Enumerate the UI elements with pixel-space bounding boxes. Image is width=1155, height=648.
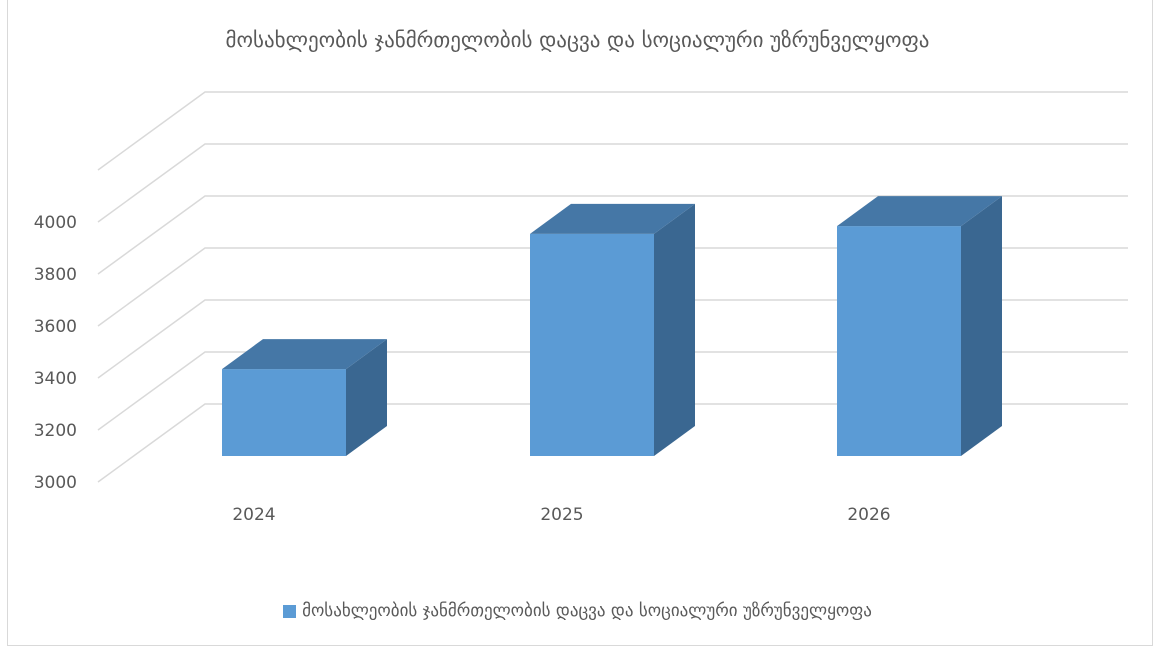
legend: მოსახლეობის ჯანმრთელობის დაცვა და სოციალ… (0, 601, 1155, 621)
gridline (97, 143, 1128, 223)
gridline (97, 91, 1128, 171)
bars (222, 196, 1002, 456)
chart-frame (7, 0, 1153, 646)
bar (222, 339, 387, 456)
gridline (97, 351, 1128, 431)
chart-title: მოსახლეობის ჯანმრთელობის დაცვა და სოციალ… (225, 28, 930, 52)
bar-front-face (837, 226, 961, 456)
y-tick-label: 3400 (34, 369, 77, 389)
y-tick-label: 3800 (34, 265, 77, 285)
bar (837, 196, 1002, 456)
x-axis-ticks: 2024 2025 2026 (232, 505, 890, 525)
bar-side-face (654, 203, 695, 456)
gridline (97, 299, 1128, 379)
gridline (97, 247, 1128, 327)
bar-top-face (837, 196, 1002, 227)
gridline (97, 195, 1128, 275)
bar-top-face (530, 203, 695, 234)
y-tick-label: 3200 (34, 421, 77, 441)
y-axis-ticks: 3000 3200 3400 3600 3800 4000 (34, 213, 77, 493)
x-tick-label: 2025 (540, 505, 583, 525)
x-tick-label: 2024 (232, 505, 275, 525)
bar-front-face (530, 233, 654, 456)
bar-side-face (346, 339, 387, 456)
y-tick-label: 3000 (34, 473, 77, 493)
legend-swatch (283, 604, 297, 618)
bar-side-face (961, 196, 1002, 456)
x-tick-label: 2026 (847, 505, 890, 525)
bar (530, 203, 695, 456)
bar-top-face (222, 339, 387, 370)
gridline (97, 403, 1128, 483)
y-tick-label: 3600 (34, 317, 77, 337)
bar-front-face (222, 369, 346, 456)
gridlines (97, 91, 1128, 483)
legend-label: მოსახლეობის ჯანმრთელობის დაცვა და სოციალ… (302, 601, 872, 621)
y-tick-label: 4000 (34, 213, 77, 233)
